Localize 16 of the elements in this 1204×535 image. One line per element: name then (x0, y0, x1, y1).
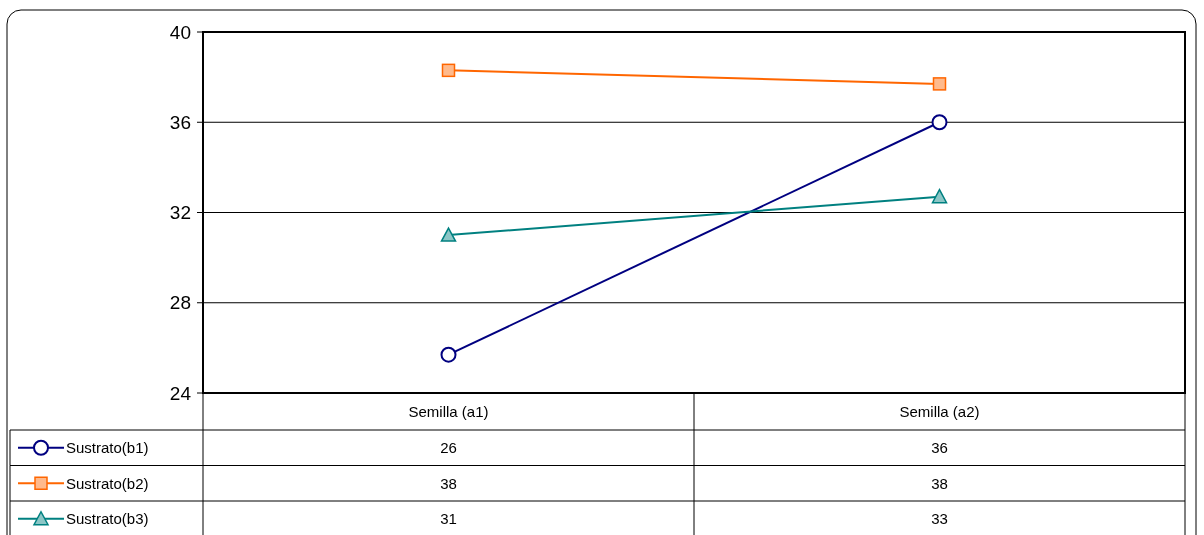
data-label: 31 (440, 510, 457, 527)
y-tick-label: 24 (169, 382, 192, 404)
y-tick-label: 28 (169, 292, 191, 314)
data-label: 33 (931, 510, 948, 527)
x-tick-label: Semilla (a1) (408, 402, 489, 420)
x-tick-label: Semilla (a2) (899, 402, 980, 420)
data-label: 26 (440, 439, 457, 456)
legend-label: Sustrato(b3) (66, 510, 149, 527)
y-tick-label: 36 (169, 111, 191, 133)
y-tick-label: 40 (169, 21, 191, 43)
legend-label: Sustrato(b1) (66, 439, 149, 456)
legend-label: Sustrato(b2) (66, 474, 149, 492)
data-label: 36 (931, 439, 948, 456)
y-tick-label: 32 (169, 202, 191, 224)
data-label: 38 (440, 474, 457, 492)
data-label: 38 (931, 474, 948, 492)
